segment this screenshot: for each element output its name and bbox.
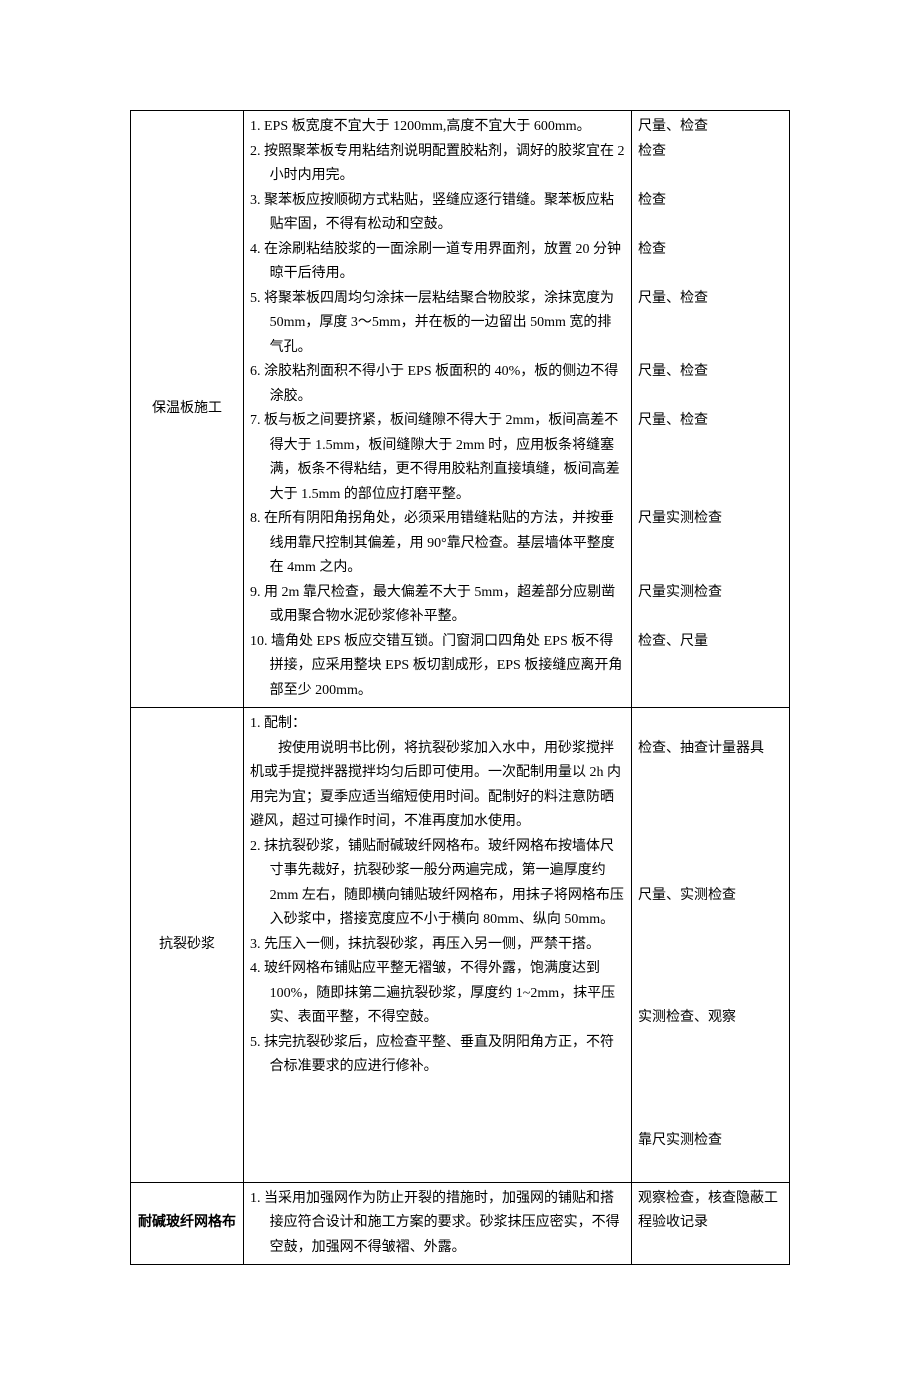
category-cell: 保温板施工	[131, 111, 244, 708]
point-text: 10. 墙角处 EPS 板应交错互锁。门窗洞口四角处 EPS 板不得拼接，应采用…	[250, 630, 625, 704]
document-page: 保温板施工1. EPS 板宽度不宜大于 1200mm,高度不宜大于 600mm。…	[0, 0, 920, 1375]
check-cell: 尺量、检查检查检查检查尺量、检查尺量、检查尺量、检查尺量实测检查尺量实测检查检查…	[632, 111, 790, 708]
check-text: 检查、尺量	[638, 630, 783, 704]
check-text: 观察检查，核查隐蔽工程验收记录	[638, 1187, 783, 1236]
point-text: 4. 玻纤网格布铺贴应平整无褶皱，不得外露，饱满度达到 100%，随即抹第二遍抗…	[250, 957, 625, 1031]
point-text: 1. 当采用加强网作为防止开裂的措施时，加强网的铺贴和搭接应符合设计和施工方案的…	[250, 1187, 625, 1261]
check-text: 检查	[638, 238, 783, 287]
point-text: 5. 抹完抗裂砂浆后，应检查平整、垂直及阴阳角方正，不符合标准要求的应进行修补。	[250, 1031, 625, 1080]
content-cell: 1. EPS 板宽度不宜大于 1200mm,高度不宜大于 600mm。2. 按照…	[244, 111, 632, 708]
point-text: 3. 先压入一侧，抹抗裂砂浆，再压入另一侧，严禁干搭。	[250, 933, 625, 958]
content-cell: 1. 配制： 按使用说明书比例，将抗裂砂浆加入水中，用砂浆搅拌机或手提搅拌器搅拌…	[244, 708, 632, 1183]
table-row: 保温板施工1. EPS 板宽度不宜大于 1200mm,高度不宜大于 600mm。…	[131, 111, 790, 708]
check-text: 检查	[638, 140, 783, 189]
point-text: 9. 用 2m 靠尺检查，最大偏差不大于 5mm，超差部分应剔凿或用聚合物水泥砂…	[250, 581, 625, 630]
check-text: 尺量、检查	[638, 409, 783, 507]
check-cell: 检查、抽查计量器具尺量、实测检查实测检查、观察靠尺实测检查	[632, 708, 790, 1183]
category-cell: 抗裂砂浆	[131, 708, 244, 1183]
check-text: 尺量、检查	[638, 287, 783, 361]
check-text: 尺量、检查	[638, 115, 783, 140]
point-text: 1. EPS 板宽度不宜大于 1200mm,高度不宜大于 600mm。	[250, 115, 625, 140]
check-text: 尺量、实测检查	[638, 884, 783, 1007]
point-text: 1. 配制：	[250, 712, 625, 737]
spec-table: 保温板施工1. EPS 板宽度不宜大于 1200mm,高度不宜大于 600mm。…	[130, 110, 790, 1265]
table-row: 耐碱玻纤网格布1. 当采用加强网作为防止开裂的措施时，加强网的铺贴和搭接应符合设…	[131, 1182, 790, 1265]
check-text: 尺量实测检查	[638, 507, 783, 581]
category-cell: 耐碱玻纤网格布	[131, 1182, 244, 1265]
point-text: 2. 按照聚苯板专用粘结剂说明配置胶粘剂，调好的胶浆宜在 2 小时内用完。	[250, 140, 625, 189]
check-text: 实测检查、观察	[638, 1006, 783, 1031]
content-cell: 1. 当采用加强网作为防止开裂的措施时，加强网的铺贴和搭接应符合设计和施工方案的…	[244, 1182, 632, 1265]
table-row: 抗裂砂浆1. 配制： 按使用说明书比例，将抗裂砂浆加入水中，用砂浆搅拌机或手提搅…	[131, 708, 790, 1183]
point-subtext: 按使用说明书比例，将抗裂砂浆加入水中，用砂浆搅拌机或手提搅拌器搅拌均匀后即可使用…	[250, 737, 625, 835]
point-text: 2. 抹抗裂砂浆，铺贴耐碱玻纤网格布。玻纤网格布按墙体尺寸事先裁好，抗裂砂浆一般…	[250, 835, 625, 933]
check-text: 尺量、检查	[638, 360, 783, 409]
point-text: 5. 将聚苯板四周均匀涂抹一层粘结聚合物胶浆，涂抹宽度为 50mm，厚度 3～5…	[250, 287, 625, 361]
check-text: 靠尺实测检查	[638, 1104, 783, 1178]
check-text: 尺量实测检查	[638, 581, 783, 630]
table-body: 保温板施工1. EPS 板宽度不宜大于 1200mm,高度不宜大于 600mm。…	[131, 111, 790, 1265]
point-text: 6. 涂胶粘剂面积不得小于 EPS 板面积的 40%，板的侧边不得涂胶。	[250, 360, 625, 409]
point-text: 7. 板与板之间要挤紧，板间缝隙不得大于 2mm，板间高差不得大于 1.5mm，…	[250, 409, 625, 507]
check-text: 检查	[638, 189, 783, 238]
check-text: 检查、抽查计量器具	[638, 712, 783, 884]
point-text: 4. 在涂刷粘结胶浆的一面涂刷一道专用界面剂，放置 20 分钟晾干后待用。	[250, 238, 625, 287]
check-text	[638, 1031, 783, 1105]
point-text: 3. 聚苯板应按顺砌方式粘贴，竖缝应逐行错缝。聚苯板应粘贴牢固，不得有松动和空鼓…	[250, 189, 625, 238]
point-text: 8. 在所有阴阳角拐角处，必须采用错缝粘贴的方法，并按垂线用靠尺控制其偏差，用 …	[250, 507, 625, 581]
check-cell: 观察检查，核查隐蔽工程验收记录	[632, 1182, 790, 1265]
